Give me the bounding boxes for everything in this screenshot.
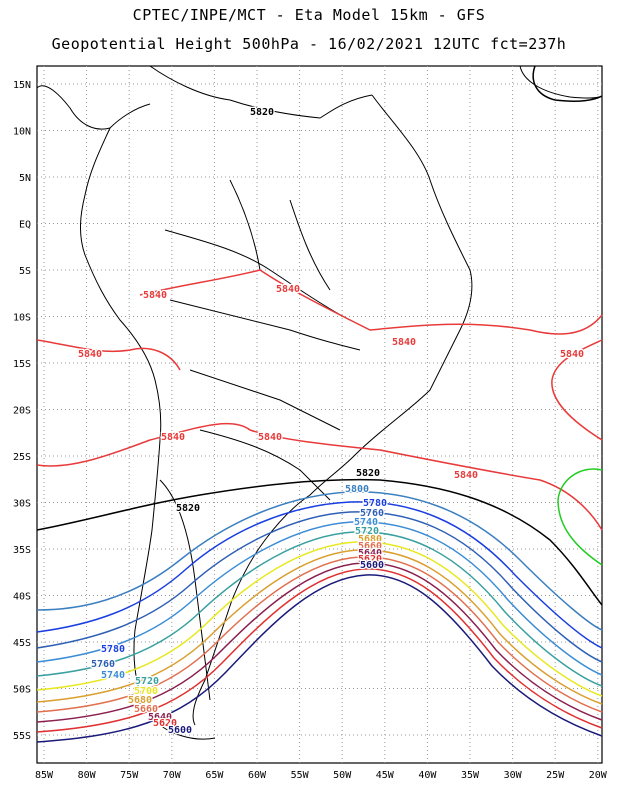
lat-tick-label: 40S [13,592,31,603]
contour-labels: 5820 5840 5840 5840 5840 5840 5840 5840 5840 5820… [77,106,586,738]
contour-5600 [36,574,603,743]
lat-tick-label: EQ [19,220,31,231]
contour-label-5620: 5620 [153,718,177,729]
lon-tick-label: 35W [461,770,480,781]
contour-label-5820: 5820 [356,468,380,479]
contour-5700 [36,541,603,697]
lon-tick-label: 80W [78,770,97,781]
contour-label-5660: 5660 [134,704,158,715]
lon-tick-label: 70W [163,770,182,781]
lat-tick-label: 30S [13,499,31,510]
contour-lines [36,65,603,743]
lon-tick-label: 45W [376,770,395,781]
chart-title: CPTEC/INPE/MCT - Eta Model 15km - GFS [132,6,486,24]
lat-tick-label: 20S [13,406,31,417]
lon-tick-label: 75W [120,770,139,781]
lon-tick-label: 30W [504,770,523,781]
contour-label-5680: 5680 [358,534,382,545]
contour-label-5700: 5700 [134,686,158,697]
contour-label-5780: 5780 [101,644,125,655]
contour-label-5840: 5840 [560,349,584,360]
lat-tick-label: 5N [19,173,31,184]
map-frame [36,65,603,764]
contour-5760 [36,511,603,663]
contour-label-5840: 5840 [161,432,185,443]
lat-tick-label: 10S [13,313,31,324]
contour-label-5800: 5800 [345,484,369,495]
axis-tick-labels: 15N 10N 5N EQ 5S 10S 15S 20S 25S 30S 35S 40S 45S 50S 5… [13,80,608,781]
chart-subtitle: Geopotential Height 500hPa - 16/02/2021 … [51,35,567,53]
lon-tick-label: 60W [248,770,267,781]
lon-tick-label: 50W [333,770,352,781]
lat-tick-label: 15S [13,359,31,370]
contour-5840-a [36,339,181,371]
lon-tick-label: 40W [418,770,437,781]
contour-label-5820: 5820 [250,107,274,118]
contour-label-5840: 5840 [258,432,282,443]
lon-tick-label: 55W [291,770,310,781]
contour-5740 [36,521,603,676]
lat-tick-label: 45S [13,638,31,649]
contour-5820-b [532,65,603,102]
lon-tick-label: 85W [35,770,54,781]
contour-label-5660: 5660 [358,541,382,552]
contour-5620 [36,568,603,733]
contour-label-5820: 5820 [176,503,200,514]
contour-label-5840: 5840 [78,349,102,360]
contour-label-5740: 5740 [354,517,378,528]
contour-5840-d [36,422,603,531]
lon-tick-label: 20W [589,770,608,781]
contour-5820-a [36,478,603,606]
contour-label-5840: 5840 [392,337,416,348]
lon-tick-label: 65W [205,770,224,781]
contour-label-5620: 5620 [358,554,382,565]
contour-5720 [36,531,603,687]
lat-tick-label: 35S [13,545,31,556]
contour-5860 [557,468,603,566]
contour-5660 [36,556,603,713]
contour-label-5720: 5720 [355,526,379,537]
contour-5840-c [551,339,603,441]
lat-tick-label: 25S [13,452,31,463]
contour-label-5840: 5840 [143,290,167,301]
lon-tick-label: 25W [546,770,565,781]
contour-label-5600: 5600 [360,560,384,571]
lat-tick-label: 10N [13,127,31,138]
contour-5640 [36,562,603,723]
lat-tick-label: 15N [13,80,31,91]
contour-label-5760: 5760 [360,508,384,519]
contour-label-5640: 5640 [148,712,172,723]
lat-tick-label: 55S [13,731,31,742]
contour-label-5780: 5780 [363,498,387,509]
contour-label-5760: 5760 [91,659,115,670]
contour-5680 [36,549,603,705]
contour-label-5680: 5680 [128,695,152,706]
contour-label-5740: 5740 [101,670,125,681]
contour-5840-b [139,269,603,335]
lat-tick-label: 50S [13,685,31,696]
contour-label-5840: 5840 [454,470,478,481]
contour-label-5840: 5840 [276,284,300,295]
contour-label-5600: 5600 [168,725,192,736]
contour-label-5720: 5720 [135,676,159,687]
contour-5800 [36,491,603,631]
lat-tick-label: 5S [19,266,31,277]
contour-label-5640: 5640 [358,548,382,559]
contour-5780 [36,501,603,649]
